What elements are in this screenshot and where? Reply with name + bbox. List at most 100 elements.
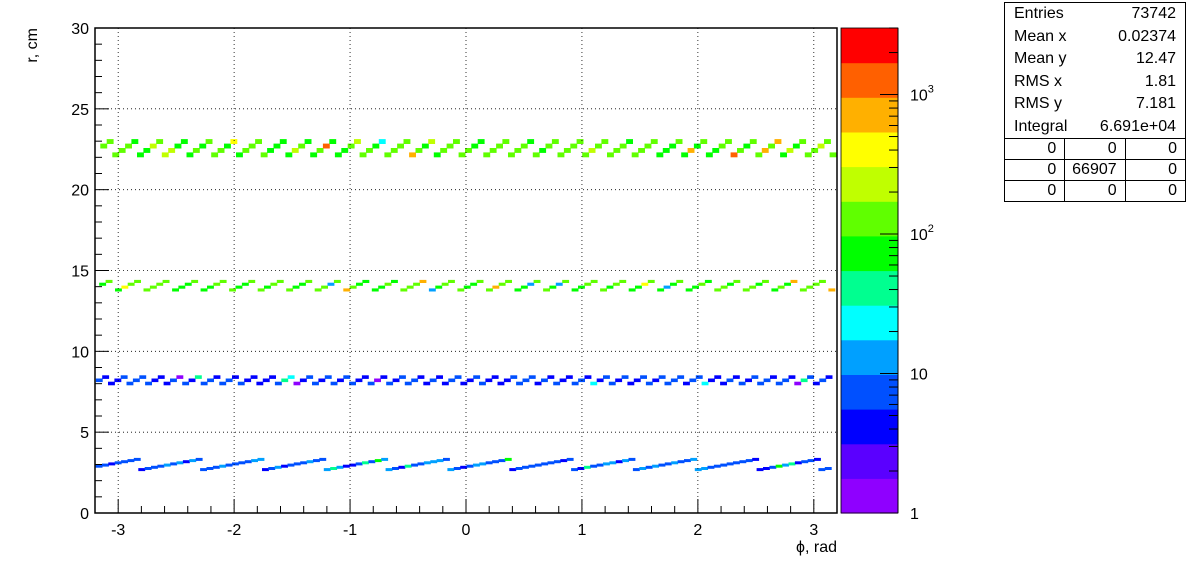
z-tick-label: 1 [910,506,919,523]
histogram-bin [596,463,604,467]
histogram-bin [761,148,769,153]
stats-value: 73742 [1131,5,1177,22]
stats-grid-cell: 66907 [1064,160,1124,180]
histogram-bin [100,143,108,149]
histogram-bin [551,139,559,144]
histogram-bin [366,148,373,153]
histogram-bin [683,381,690,386]
histogram-bin [120,375,128,379]
histogram-bin [658,463,666,467]
histogram-bin [349,463,357,467]
histogram-bin [195,457,203,461]
histogram-bin [319,457,327,461]
histogram-bin [687,148,695,153]
histogram-bin [541,462,549,466]
histogram-bin [471,143,479,149]
histogram-bin [378,139,386,144]
histogram-bin [99,282,107,286]
histogram-bin [476,279,484,283]
histogram-bin [108,381,115,386]
histogram-bin [626,139,633,144]
stats-row: Entries 73742 [1005,3,1185,26]
histogram-bin [829,152,837,158]
histogram-bin [145,381,152,386]
histogram-bin [286,288,294,292]
histogram-bin [447,468,455,472]
histogram-bin [714,375,722,379]
histogram-bin [415,148,423,153]
histogram-bin [212,465,220,469]
histogram-bin [814,457,821,461]
histogram-bin [505,279,512,283]
histogram-bin [769,465,777,469]
histogram-bin [768,143,775,149]
histogram-bin [652,378,660,383]
histogram-bin [700,139,708,144]
histogram-bin [514,148,522,153]
histogram-bin [314,288,322,292]
histogram-bin [322,143,330,149]
x-tick-label: 0 [462,522,471,539]
histogram-bin [590,464,598,468]
histogram-bin [613,148,621,153]
histogram-bin [498,459,506,463]
histogram-bin [230,139,238,144]
histogram-bin [225,463,233,467]
histogram-bin [774,139,782,144]
histogram-bin [628,288,636,292]
y-tick-label: 0 [80,506,89,523]
histogram-bin [205,139,213,144]
histogram-bin [313,459,320,463]
stats-grid-row: 0 66907 0 [1005,159,1185,180]
palette-swatch [841,235,898,272]
histogram-bin [235,285,243,289]
histogram-bin [176,375,184,379]
histogram-bin [811,148,819,153]
histogram-bin [603,462,610,466]
histogram-bin [595,143,602,149]
palette-swatch [841,97,898,133]
histogram-bin [559,378,567,383]
histogram-bin [149,285,157,289]
histogram-bin [378,285,386,289]
histogram-bin [800,378,808,383]
histogram-bin [633,378,641,383]
histogram-bin [300,461,308,465]
histogram-bin [417,375,425,379]
histogram-bin [397,143,404,149]
stats-grid-cell: 0 [1047,140,1057,157]
stats-label: Mean x [1014,27,1067,45]
histogram-bin [114,461,122,465]
histogram-bin [143,148,151,153]
histogram-bin [151,465,158,469]
histogram-bin [644,143,652,149]
histogram-bin [292,285,300,289]
histogram-bin [742,288,750,292]
histogram-bin [362,279,370,283]
histogram-bin [409,152,416,158]
histogram-bin [372,143,380,149]
histogram-bin [726,378,734,383]
histogram-bin [207,378,214,383]
stats-grid-cell: 0 [1047,161,1057,178]
histogram-bin [157,375,165,379]
histogram-bin [638,148,645,153]
histogram-bin [423,461,431,465]
histogram-bin [105,279,113,283]
histogram-bin [534,463,542,467]
histogram-bin [671,461,679,465]
histogram-bin [149,143,157,149]
histogram-bin [182,460,190,464]
histogram-bin [543,288,550,292]
histogram-bin [738,381,746,386]
histogram-bin [287,375,295,379]
histogram-bin [549,285,557,289]
palette-swatch [841,201,898,237]
histogram-bin [670,282,677,286]
histogram-bin [267,148,274,153]
z-tick-label: 103 [910,84,934,105]
histogram-bin [316,148,324,153]
histogram-bin [470,282,478,286]
y-axis: 0 5 10 15 20 25 30 [71,21,109,523]
